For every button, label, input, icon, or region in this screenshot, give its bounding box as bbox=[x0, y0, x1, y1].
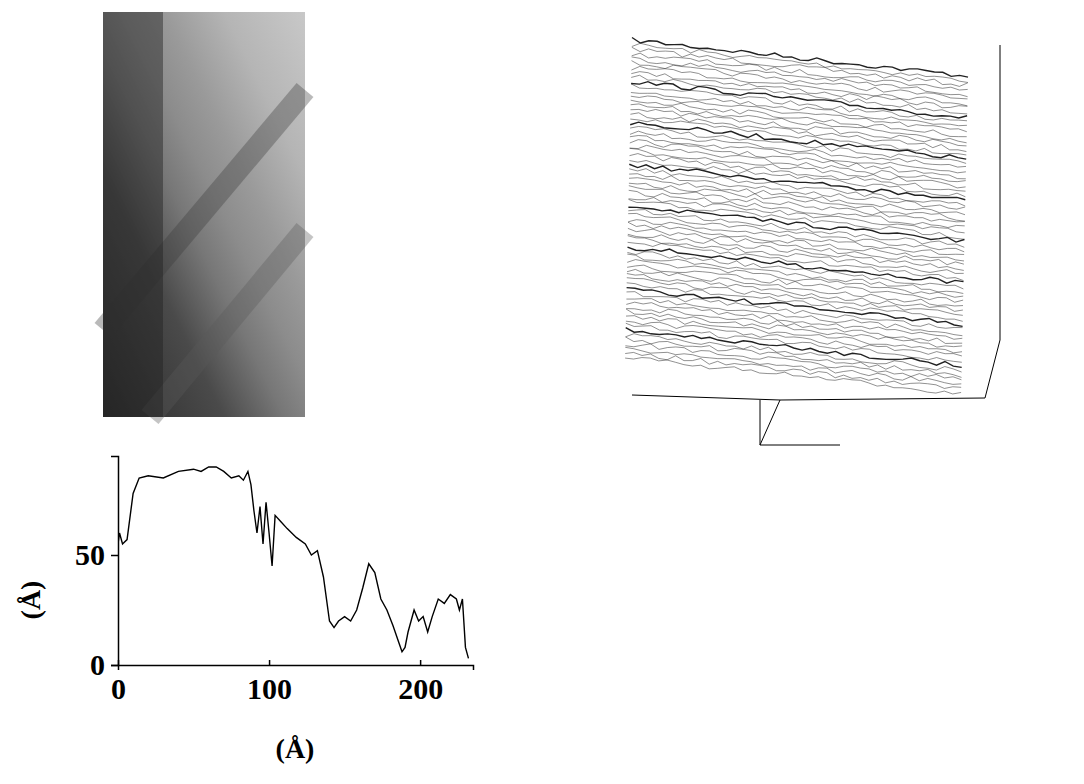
wireframe-line bbox=[628, 247, 964, 283]
wireframe-line bbox=[626, 309, 962, 344]
wireframe-line bbox=[627, 254, 963, 293]
wireframe-line bbox=[631, 84, 967, 121]
wireframe-line bbox=[626, 309, 962, 347]
wireframe-line bbox=[627, 288, 963, 327]
x-tick-label: 100 bbox=[247, 672, 292, 705]
wireframe-line bbox=[626, 328, 962, 368]
y-tick: 50 bbox=[75, 538, 118, 571]
wireframe-line bbox=[625, 344, 961, 380]
wireframe-line bbox=[629, 183, 965, 221]
wireframe-line bbox=[625, 352, 961, 388]
x-axis-title: (Å) bbox=[276, 733, 315, 764]
wireframe-line bbox=[630, 145, 966, 181]
wireframe-line bbox=[630, 154, 966, 192]
wireframe-line bbox=[631, 104, 967, 143]
x-tick: 100 bbox=[247, 660, 292, 705]
x-tick-label: 0 bbox=[111, 672, 126, 705]
wireframe-line bbox=[629, 174, 965, 209]
x-tick: 0 bbox=[111, 660, 126, 705]
wireframe-line bbox=[625, 358, 961, 394]
wireframe-line bbox=[628, 210, 964, 248]
micrograph-image bbox=[103, 12, 305, 417]
wireframe-line bbox=[630, 131, 966, 167]
y-tick-mark bbox=[111, 665, 118, 667]
wireframe-line bbox=[625, 347, 961, 384]
x-tick-mark bbox=[269, 660, 271, 665]
x-tick: 200 bbox=[398, 660, 443, 705]
wireframe-line bbox=[627, 283, 963, 322]
micrograph bbox=[103, 12, 305, 417]
wireframe-box bbox=[632, 45, 1000, 400]
wireframe bbox=[625, 38, 1000, 446]
y-axis-line bbox=[111, 457, 119, 666]
micrograph-shade bbox=[103, 12, 163, 417]
y-tick-label: 0 bbox=[90, 648, 105, 681]
wireframe-line bbox=[627, 260, 963, 298]
wireframe-line bbox=[631, 93, 967, 126]
x-axis-line bbox=[119, 666, 474, 671]
wireframe-line bbox=[632, 38, 968, 78]
wireframe-line bbox=[631, 109, 967, 145]
wireframe-line bbox=[631, 75, 967, 114]
wireframe-line bbox=[630, 113, 966, 152]
profile-line bbox=[118, 467, 468, 658]
x-tick-label: 200 bbox=[398, 672, 443, 705]
wireframe-line bbox=[629, 178, 965, 215]
wireframe-axes bbox=[760, 400, 840, 445]
y-tick-mark bbox=[111, 555, 118, 557]
x-axis: 0 100 200 bbox=[111, 660, 474, 705]
y-tick: 0 bbox=[90, 648, 118, 681]
y-axis-title: (Å) bbox=[15, 581, 46, 620]
wireframe-line bbox=[631, 66, 967, 106]
wireframe-line bbox=[630, 122, 966, 159]
wireframe-line bbox=[628, 242, 964, 280]
wireframe-line bbox=[632, 53, 968, 90]
wireframe-line bbox=[631, 96, 967, 132]
wireframe-line bbox=[628, 222, 964, 261]
y-tick-label: 50 bbox=[75, 538, 105, 571]
x-tick-mark bbox=[420, 660, 422, 665]
y-axis: 0 50 bbox=[75, 457, 119, 682]
wireframe-line bbox=[631, 100, 967, 137]
plot-area bbox=[118, 467, 468, 658]
wireframe-line bbox=[632, 57, 968, 97]
wireframe-line bbox=[629, 161, 965, 197]
wireframe-line bbox=[626, 337, 962, 377]
wireframe-line bbox=[628, 207, 964, 242]
wireframe-line bbox=[627, 252, 963, 289]
wireframe-line bbox=[626, 302, 962, 339]
micrograph-step bbox=[150, 230, 305, 417]
wireframe-line bbox=[629, 164, 965, 199]
wireframe-line bbox=[627, 292, 963, 329]
wireframe-line bbox=[632, 61, 968, 99]
figure: 0 100 200 0 50 (Å) (Å) bbox=[0, 0, 1084, 784]
